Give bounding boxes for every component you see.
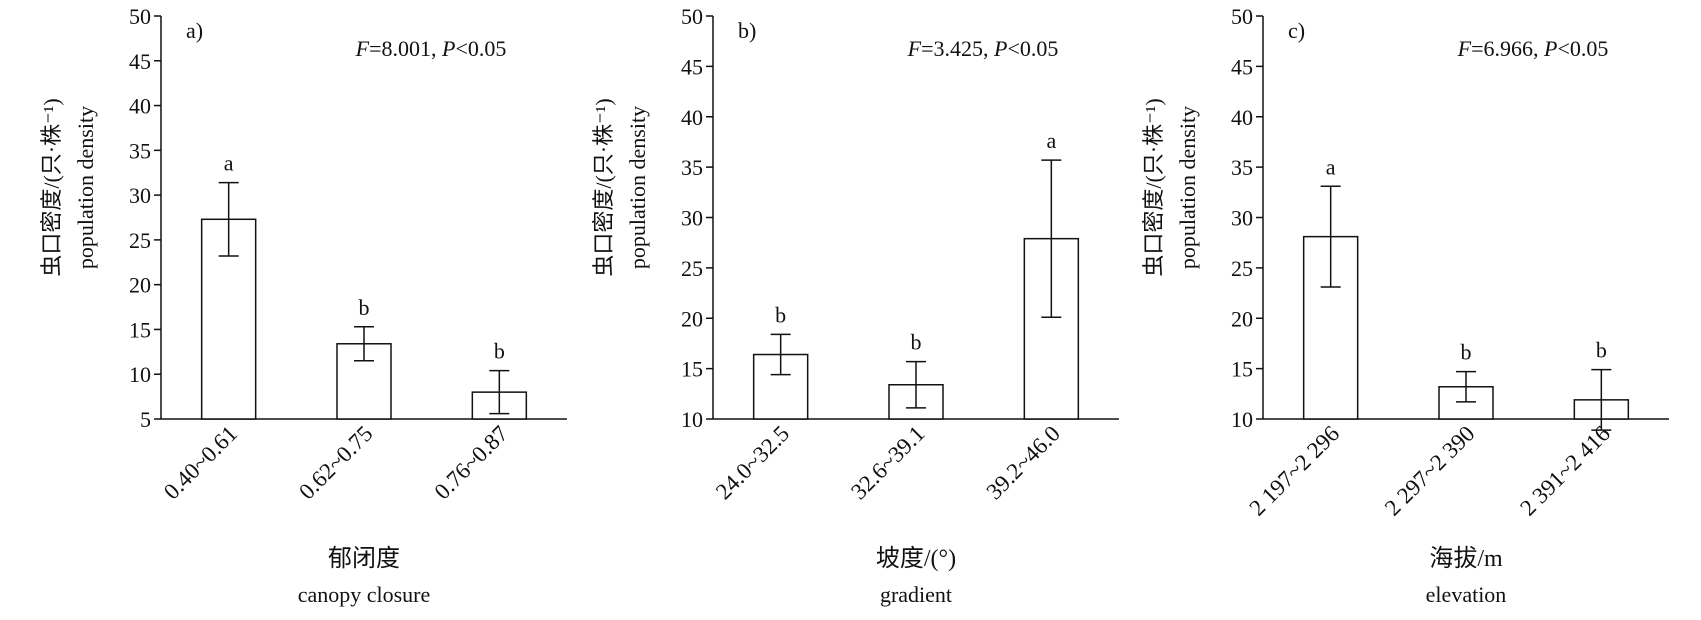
y-tick-label: 10: [1231, 407, 1253, 432]
panel-label: a): [186, 18, 203, 43]
y-tick-label: 50: [129, 4, 151, 29]
y-tick-label: 35: [1231, 155, 1253, 180]
y-tick-label: 20: [1231, 306, 1253, 331]
x-tick-label: 2 197~2 296: [1245, 421, 1345, 521]
significance-letter: a: [1046, 128, 1056, 153]
stat-part: F: [355, 36, 370, 61]
x-tick-label: 32.6~39.1: [846, 421, 929, 504]
significance-letter: b: [775, 302, 786, 327]
y-tick-label: 15: [129, 317, 151, 342]
significance-letter: a: [1326, 154, 1336, 179]
y-tick-label: 35: [681, 155, 703, 180]
error-bar: [770, 333, 791, 376]
error-bar: [1320, 185, 1341, 288]
stat-part: <0.05: [1557, 36, 1608, 61]
error-bar: [1456, 370, 1476, 403]
y-label: 虫口密度/(只·株⁻¹): [591, 98, 616, 276]
y-tick-label: 40: [681, 105, 703, 130]
significance-letter: b: [359, 295, 370, 320]
y-tick-label: 15: [1231, 357, 1253, 382]
y-tick-label: 35: [129, 138, 151, 163]
y-tick-label: 50: [1231, 4, 1253, 29]
y-label: population density: [1175, 106, 1200, 269]
stat-annotation: F=3.425, P<0.05: [907, 36, 1059, 61]
y-tick-label: 45: [129, 49, 151, 74]
x-label: 海拔/m: [1429, 545, 1503, 572]
x-label: canopy closure: [298, 582, 431, 607]
significance-letter: a: [224, 151, 234, 176]
significance-letter: b: [911, 330, 922, 355]
stat-part: F: [907, 36, 922, 61]
y-tick-label: 25: [129, 228, 151, 253]
stat-part: P: [441, 36, 455, 61]
x-tick-label: 24.0~32.5: [711, 421, 794, 504]
x-tick-label: 39.2~46.0: [981, 421, 1064, 504]
x-tick-label: 2 391~2 416: [1515, 421, 1615, 521]
stat-annotation: F=6.966, P<0.05: [1457, 36, 1609, 61]
y-label: 虫口密度/(只·株⁻¹): [39, 98, 64, 276]
y-tick-label: 15: [681, 357, 703, 382]
y-tick-label: 25: [681, 256, 703, 281]
y-tick-label: 5: [140, 407, 151, 432]
y-tick-label: 40: [1231, 105, 1253, 130]
y-tick-label: 10: [681, 407, 703, 432]
y-tick-label: 45: [1231, 54, 1253, 79]
error-bar: [906, 360, 926, 409]
y-tick-label: 30: [1231, 206, 1253, 231]
stat-part: P: [1543, 36, 1557, 61]
x-label: 郁闭度: [328, 545, 400, 572]
error-bar: [1591, 368, 1612, 431]
significance-letter: b: [494, 339, 505, 364]
stat-part: =3.425,: [921, 36, 994, 61]
y-tick-label: 45: [681, 54, 703, 79]
y-tick-label: 40: [129, 94, 151, 119]
y-label: population density: [625, 106, 650, 269]
error-bar: [1041, 159, 1062, 318]
stat-part: =8.001,: [369, 36, 442, 61]
stat-part: P: [993, 36, 1007, 61]
x-label: elevation: [1426, 582, 1507, 607]
y-tick-label: 20: [129, 273, 151, 298]
x-tick-label: 2 297~2 390: [1380, 421, 1480, 521]
stat-annotation: F=8.001, P<0.05: [355, 36, 507, 61]
error-bar: [489, 369, 510, 415]
panel-label: c): [1288, 18, 1305, 43]
stat-part: =6.966,: [1471, 36, 1544, 61]
x-label: 坡度/(°): [876, 545, 956, 572]
y-tick-label: 30: [681, 206, 703, 231]
x-tick-label: 0.76~0.87: [429, 421, 512, 504]
x-label: gradient: [880, 582, 952, 607]
stat-part: F: [1457, 36, 1472, 61]
y-tick-label: 30: [129, 183, 151, 208]
error-bar: [354, 326, 374, 362]
y-tick-label: 50: [681, 4, 703, 29]
y-label: 虫口密度/(只·株⁻¹): [1141, 98, 1166, 276]
stat-part: <0.05: [1007, 36, 1058, 61]
significance-letter: b: [1461, 340, 1472, 365]
y-tick-label: 20: [681, 306, 703, 331]
significance-letter: b: [1596, 338, 1607, 363]
y-tick-label: 25: [1231, 256, 1253, 281]
panel-label: b): [738, 18, 756, 43]
x-tick-label: 0.40~0.61: [159, 421, 242, 504]
y-label: population density: [73, 106, 98, 269]
stat-part: <0.05: [455, 36, 506, 61]
error-bar: [218, 181, 239, 257]
y-tick-label: 10: [129, 362, 151, 387]
x-tick-label: 0.62~0.75: [294, 421, 377, 504]
